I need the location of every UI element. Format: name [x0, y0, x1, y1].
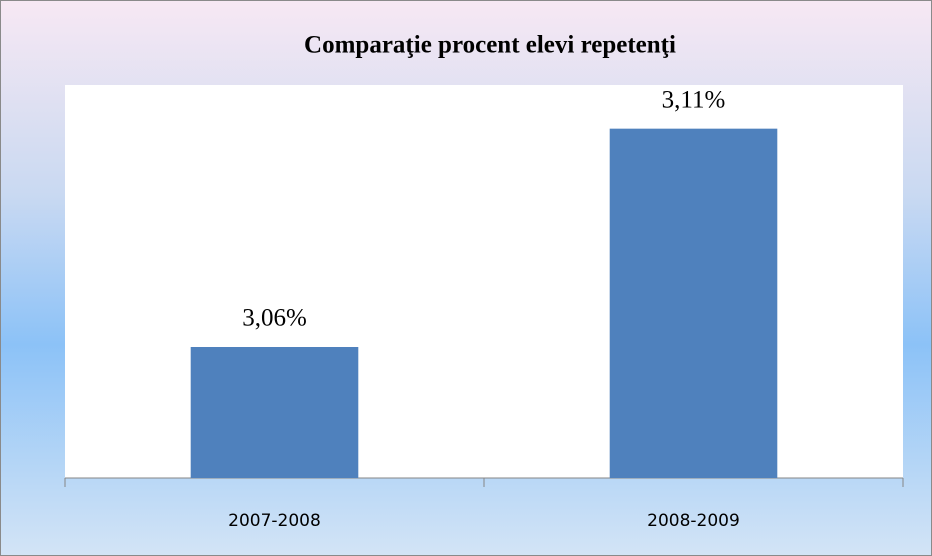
chart-title: Comparaţie procent elevi repetenţi [304, 32, 676, 59]
x-tick-label: 2007-2008 [228, 511, 321, 531]
value-label: 3,06% [242, 305, 307, 332]
x-tick-label: 2008-2009 [647, 511, 740, 531]
bar [190, 347, 359, 478]
bar [609, 128, 778, 478]
value-label: 3,11% [662, 86, 726, 113]
